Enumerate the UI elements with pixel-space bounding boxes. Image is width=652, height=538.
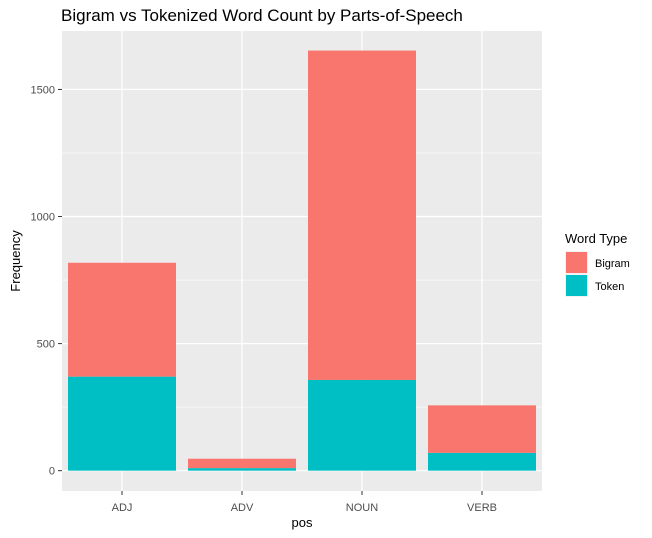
x-tick-label: ADV <box>231 502 254 514</box>
bar-bigram-adv <box>188 458 296 469</box>
x-axis: ADJ ADV NOUN VERB <box>112 491 497 514</box>
legend-swatch-bigram <box>566 252 587 273</box>
legend-swatch-token <box>566 275 587 296</box>
bars <box>68 50 536 471</box>
legend-label-token: Token <box>595 281 624 293</box>
y-axis: 0 500 1000 1500 <box>31 84 62 478</box>
x-tick-label: ADJ <box>112 502 133 514</box>
bar-token-adv <box>188 468 296 471</box>
y-tick-label: 1000 <box>31 212 55 224</box>
legend: Word Type Bigram Token <box>565 231 630 297</box>
bar-token-verb <box>428 452 536 471</box>
bar-bigram-verb <box>428 405 536 453</box>
bar-bigram-adj <box>68 262 176 377</box>
legend-title: Word Type <box>565 231 627 246</box>
x-tick-label: VERB <box>467 502 497 514</box>
chart-title: Bigram vs Tokenized Word Count by Parts-… <box>61 6 463 25</box>
bar-token-adj <box>68 376 176 471</box>
x-axis-title: pos <box>292 515 313 530</box>
bar-token-noun <box>308 379 416 471</box>
y-tick-label: 500 <box>37 339 55 351</box>
x-tick-label: NOUN <box>346 502 378 514</box>
y-tick-label: 1500 <box>31 84 55 96</box>
bar-bigram-noun <box>308 50 416 380</box>
y-axis-title: Frequency <box>8 230 23 292</box>
legend-label-bigram: Bigram <box>595 258 630 270</box>
y-tick-label: 0 <box>49 466 55 478</box>
